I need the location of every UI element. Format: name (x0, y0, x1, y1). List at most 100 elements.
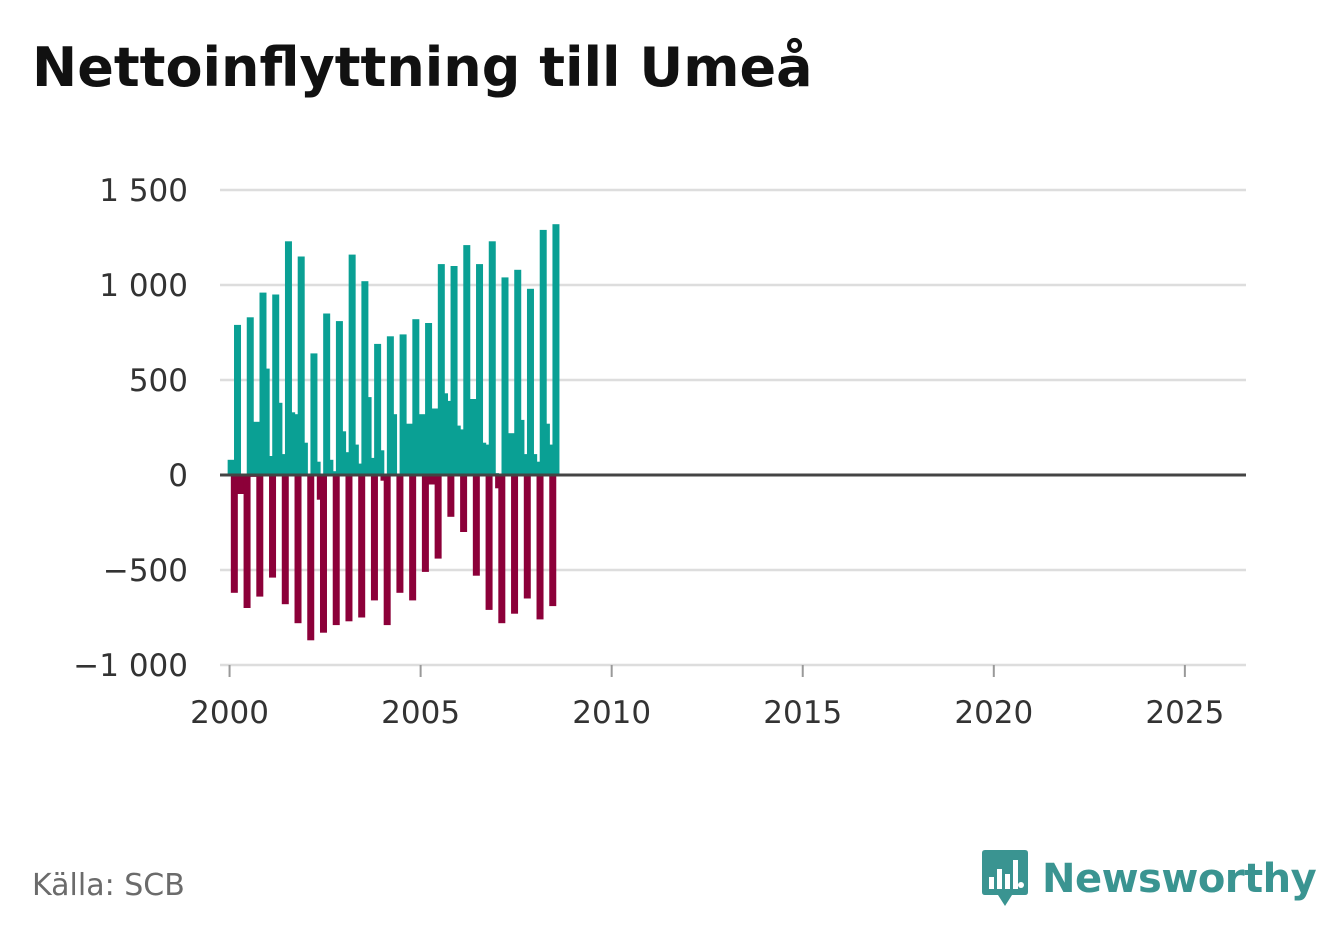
bar (507, 433, 515, 475)
bar (370, 475, 378, 601)
bar (450, 266, 458, 475)
x-axis-ticks (228, 665, 1186, 677)
bar (498, 475, 506, 624)
bars (227, 224, 560, 641)
x-tick-label: 2015 (763, 695, 842, 731)
bar (539, 229, 547, 475)
y-tick-label: 1 500 (99, 173, 188, 209)
bar (447, 475, 455, 517)
x-tick-label: 2000 (190, 695, 269, 731)
bar (437, 264, 445, 475)
bar (313, 461, 321, 475)
bar (488, 241, 496, 475)
bar (552, 224, 560, 475)
bar (326, 459, 334, 475)
bar (284, 241, 292, 475)
bar (230, 475, 238, 593)
bar (237, 475, 245, 494)
bar (472, 475, 480, 576)
bar (367, 457, 375, 475)
bar-chart-speech-bubble-icon (982, 850, 1028, 906)
bar (434, 475, 442, 559)
bar (297, 256, 305, 475)
bar (361, 281, 369, 475)
bar (348, 254, 356, 475)
y-tick-label: −500 (103, 553, 188, 589)
bar (262, 368, 270, 475)
bar (421, 475, 429, 572)
x-tick-label: 2025 (1145, 695, 1224, 731)
bar (256, 475, 264, 597)
bar (428, 475, 436, 485)
bar (265, 456, 273, 475)
bar (409, 475, 417, 601)
bar (243, 475, 251, 608)
x-axis-labels: 2000 2005 2010 2015 2020 2025 (190, 695, 1224, 731)
bar (319, 475, 327, 633)
bar (444, 400, 452, 475)
bar (377, 450, 385, 475)
bar (501, 277, 509, 475)
bar (323, 313, 331, 475)
bar (364, 397, 372, 475)
bar (269, 475, 277, 578)
bar (310, 353, 318, 475)
bar (463, 245, 471, 475)
newsworthy-logo: Newsworthy (980, 848, 1317, 910)
source-label: Källa: SCB (32, 868, 185, 903)
bar (342, 452, 350, 475)
bar (300, 442, 308, 475)
bar (482, 444, 490, 475)
bar (374, 343, 382, 475)
x-tick-label: 2020 (954, 695, 1033, 731)
bar (549, 475, 557, 607)
bar (511, 475, 519, 614)
bar (526, 288, 534, 475)
bar (332, 475, 340, 626)
bar (460, 475, 468, 532)
bar (456, 429, 464, 475)
bar (523, 475, 531, 599)
bar (355, 463, 363, 475)
bar (418, 414, 426, 475)
bar (405, 423, 413, 475)
bar (275, 402, 283, 475)
bar (278, 454, 286, 475)
y-tick-label: 500 (129, 363, 188, 399)
bar (358, 475, 366, 618)
bar (514, 269, 522, 475)
bar (469, 399, 477, 475)
bar (246, 317, 254, 475)
bar (412, 319, 420, 475)
bar (291, 414, 299, 475)
bar (345, 475, 353, 622)
bar (399, 334, 407, 475)
bar (335, 321, 343, 475)
chart-title: Nettoinflyttning till Umeå (32, 36, 813, 99)
bar (281, 475, 289, 605)
bar (307, 475, 315, 641)
bar (294, 475, 302, 624)
x-tick-label: 2010 (572, 695, 651, 731)
bar (546, 444, 554, 475)
bar (485, 475, 493, 610)
y-tick-label: 1 000 (99, 268, 188, 304)
bar (476, 264, 484, 475)
bar (351, 444, 359, 475)
bar (533, 461, 541, 475)
y-tick-label: 0 (168, 458, 188, 494)
x-tick-label: 2005 (381, 695, 460, 731)
bar (253, 421, 261, 475)
bar (234, 324, 242, 475)
bar (386, 336, 394, 475)
bar (383, 475, 391, 626)
y-axis-labels: −1 000 −500 0 500 1 000 1 500 (73, 173, 188, 684)
bar (431, 408, 439, 475)
bar (520, 454, 528, 475)
bar (536, 475, 544, 620)
brand-name: Newsworthy (1042, 856, 1317, 902)
bar (390, 414, 398, 475)
bar (425, 323, 433, 475)
bar (227, 459, 235, 475)
